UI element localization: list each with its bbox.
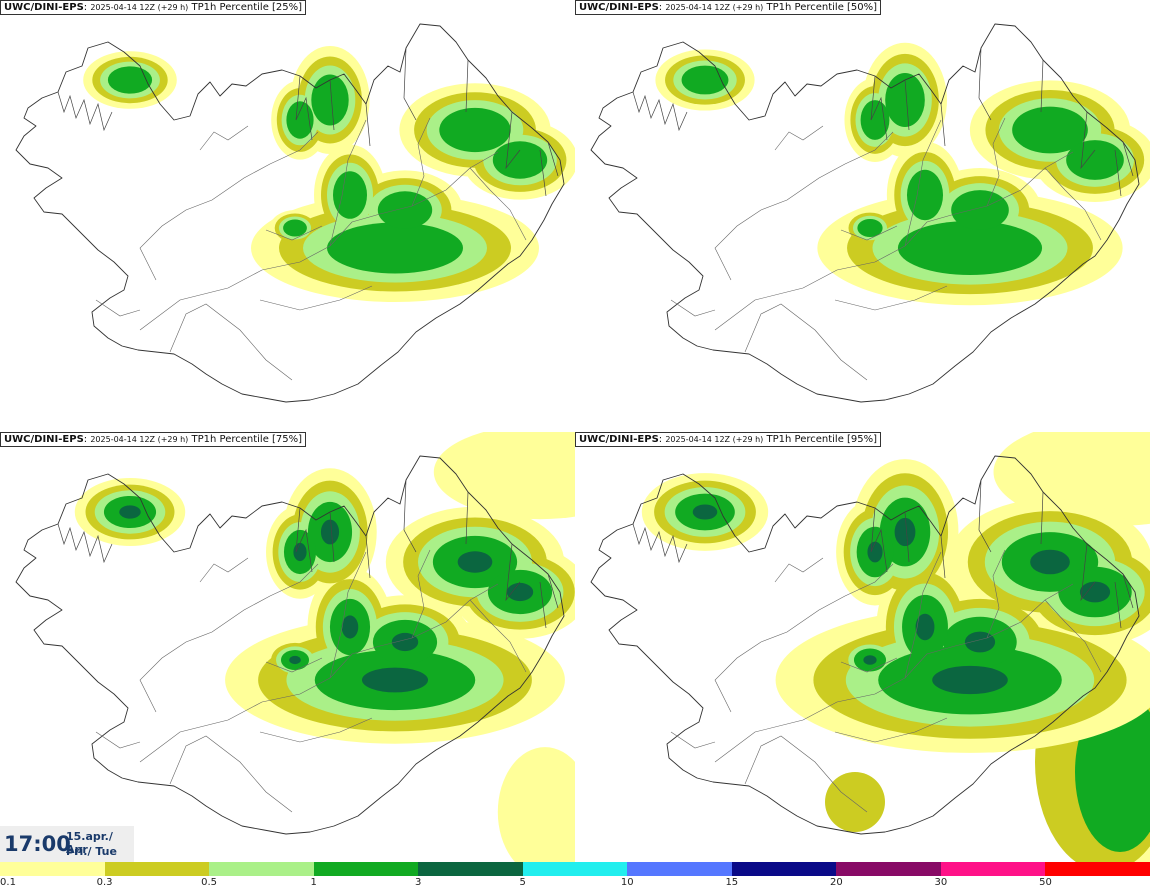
- precip-area: [119, 505, 141, 519]
- map-panel-p50: UWC/DINI-EPS: 2025-04-14 12Z (+29 h) TP1…: [575, 0, 1150, 430]
- precip-area: [692, 504, 718, 520]
- roads: [670, 549, 1102, 813]
- colorbar-label: 10: [620, 877, 634, 888]
- map-panel-p25: UWC/DINI-EPS: 2025-04-14 12Z (+29 h) TP1…: [0, 0, 575, 430]
- precip-map: [590, 432, 1150, 862]
- precipitation-colorbar: 0.1 0.3 0.5 1 3 5 10 15 20 30 50: [0, 862, 1150, 891]
- coastline: [590, 455, 1140, 835]
- coastline: [15, 455, 565, 835]
- precip-area: [932, 665, 1008, 695]
- fjords: [57, 47, 559, 197]
- roads: [95, 117, 527, 381]
- map-panel-p95: UWC/DINI-EPS: 2025-04-14 12Z (+29 h) TP1…: [575, 432, 1150, 862]
- precip-area: [311, 74, 349, 126]
- precip-area: [1079, 581, 1111, 603]
- precip-area: [361, 667, 429, 693]
- precip-area: [286, 101, 314, 139]
- precip-area: [681, 65, 729, 95]
- colorbar-swatch: [731, 862, 838, 876]
- precip-area: [951, 190, 1009, 230]
- precip-area: [457, 551, 493, 573]
- precip-area: [497, 747, 575, 862]
- precip-area: [1066, 140, 1124, 180]
- coastline: [15, 23, 565, 403]
- precip-area: [964, 631, 996, 653]
- colorbar-swatch: [627, 862, 733, 876]
- map-panel-p75: UWC/DINI-EPS: 2025-04-14 12Z (+29 h) TP1…: [0, 432, 575, 862]
- panel-title: UWC/DINI-EPS: 2025-04-14 12Z (+29 h) TP1…: [575, 0, 882, 15]
- precip-map: [15, 432, 575, 862]
- fjords: [57, 479, 559, 629]
- precip-area: [885, 72, 925, 128]
- colorbar-label: 30: [934, 877, 948, 888]
- colorbar-swatch: [418, 862, 524, 876]
- precip-area: [377, 191, 433, 229]
- colorbar-swatch: [836, 862, 942, 876]
- precip-area: [327, 222, 463, 274]
- panel-title: UWC/DINI-EPS: 2025-04-14 12Z (+29 h) TP1…: [575, 432, 882, 447]
- precip-area: [825, 772, 885, 832]
- precip-area: [867, 541, 883, 563]
- panel-title: UWC/DINI-EPS: 2025-04-14 12Z (+29 h) TP1…: [0, 432, 307, 447]
- precip-area: [860, 100, 890, 140]
- colorbar-label: 50: [1039, 877, 1052, 888]
- colorbar-swatch: [1045, 862, 1150, 876]
- roads: [670, 117, 1102, 381]
- precip-map: [590, 23, 1150, 403]
- colorbar-swatch: [104, 862, 211, 876]
- precip-area: [506, 582, 534, 602]
- precip-area: [289, 655, 301, 665]
- precip-area: [283, 219, 307, 237]
- colorbar-label: 20: [829, 877, 843, 888]
- precip-map: [15, 23, 575, 403]
- colorbar-label: 1: [310, 877, 317, 888]
- fjords: [632, 479, 1134, 629]
- colorbar-label: 0.1: [0, 877, 16, 888]
- precip-area: [333, 171, 367, 219]
- precip-area: [293, 542, 307, 562]
- colorbar-swatch: [0, 862, 106, 876]
- precip-area: [1030, 549, 1070, 575]
- colorbar-label: 15: [725, 877, 739, 888]
- colorbar-swatch: [209, 862, 315, 876]
- precip-area: [863, 655, 877, 665]
- precip-area: [341, 615, 359, 639]
- precip-area: [391, 632, 419, 652]
- fjords: [632, 47, 1134, 197]
- panel-title: UWC/DINI-EPS: 2025-04-14 12Z (+29 h) TP1…: [0, 0, 307, 15]
- valid-weekday: Þri./ Tue: [66, 845, 117, 858]
- precip-area: [894, 517, 916, 547]
- colorbar-label: 0.5: [201, 877, 218, 888]
- colorbar-swatch: [313, 862, 420, 876]
- precip-area: [107, 66, 153, 94]
- valid-time: 17:00: [4, 832, 71, 856]
- colorbar-label: 3: [414, 877, 422, 888]
- colorbar-swatch: [940, 862, 1047, 876]
- precip-area: [857, 218, 883, 238]
- colorbar-label: 0.3: [96, 877, 113, 888]
- precip-area: [1012, 106, 1088, 154]
- precip-area: [906, 169, 944, 221]
- valid-date: 15.apr./ Apr: [66, 830, 113, 856]
- roads: [95, 549, 527, 813]
- precip-area: [320, 519, 340, 545]
- precip-area: [897, 220, 1043, 276]
- colorbar-label: 5: [519, 877, 526, 888]
- precip-area: [439, 107, 511, 153]
- precip-area: [492, 141, 548, 179]
- precip-area: [433, 432, 575, 520]
- colorbar-swatch: [522, 862, 629, 876]
- valid-time-box: 17:00 15.apr./ Apr Þri./ Tue: [0, 826, 134, 862]
- precip-area: [915, 613, 935, 641]
- coastline: [590, 23, 1140, 403]
